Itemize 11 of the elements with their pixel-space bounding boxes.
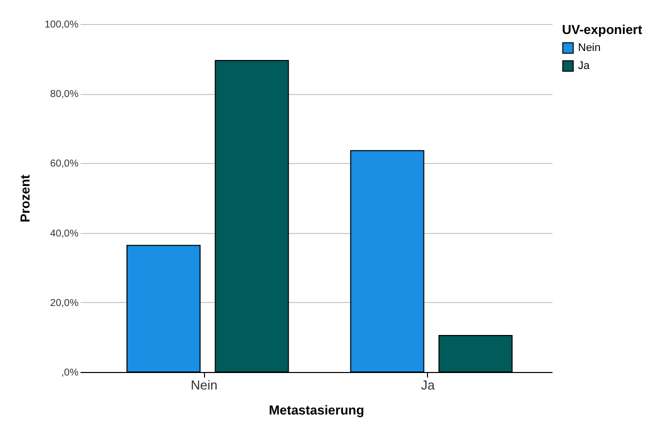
legend-label: Nein — [578, 42, 601, 54]
y-tick-label: ,0% — [61, 368, 79, 378]
y-tick-label: 80,0% — [50, 89, 79, 100]
y-axis-title: Prozent — [18, 174, 33, 222]
y-tick-label: 60,0% — [50, 158, 79, 170]
y-tick-label: 40,0% — [50, 228, 79, 240]
legend-title: UV-exponiert — [562, 22, 643, 37]
legend-label: Ja — [578, 60, 590, 72]
x-axis-title: Metastasierung — [268, 402, 364, 418]
y-tick-label: 20,0% — [50, 298, 79, 309]
y-tick-label: 100,0% — [44, 20, 79, 30]
